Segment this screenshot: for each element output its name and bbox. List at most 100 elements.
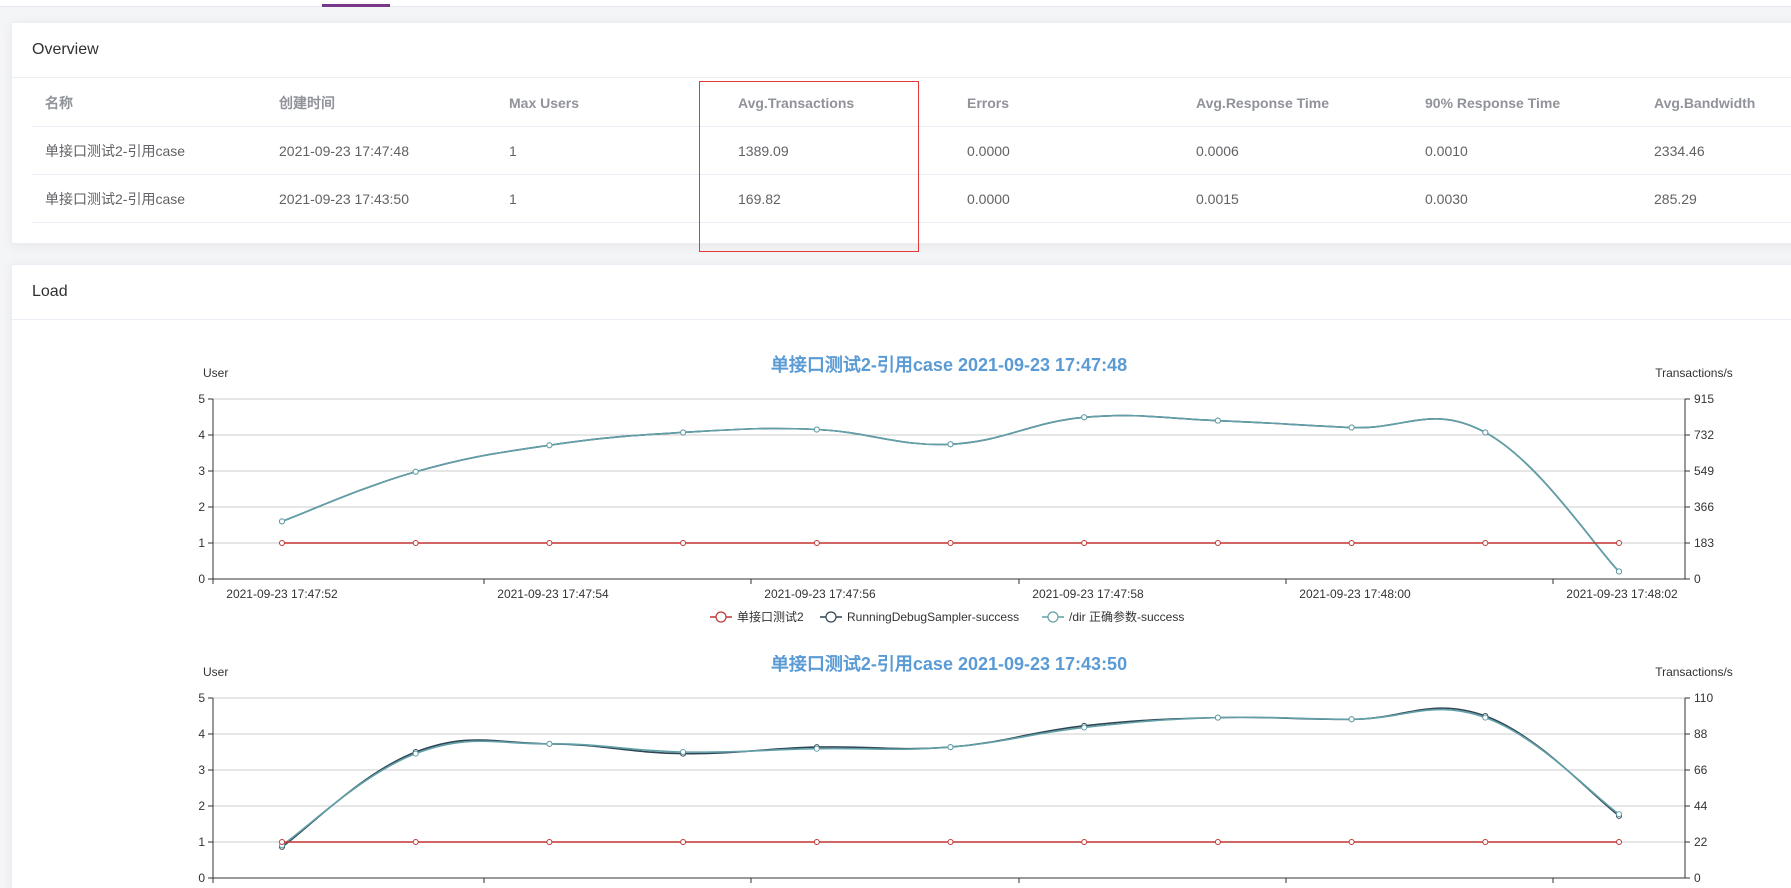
data-point[interactable] bbox=[1348, 716, 1355, 723]
cell-name: 单接口测试2-引用case bbox=[45, 143, 186, 159]
y-axis-right-label: Transactions/s bbox=[1655, 665, 1733, 679]
y-right-tick-label: 915 bbox=[1694, 392, 1714, 406]
load-chart-1: 单接口测试2-引用case 2021-09-23 17:47:48 User Tra… bbox=[198, 355, 1733, 624]
data-point[interactable] bbox=[1214, 540, 1221, 546]
data-point[interactable] bbox=[1616, 811, 1622, 818]
y-left-tick-label: 4 bbox=[198, 727, 205, 741]
data-point[interactable] bbox=[680, 540, 687, 546]
active-tab-indicator bbox=[322, 4, 390, 7]
data-point[interactable] bbox=[1482, 540, 1489, 546]
cell-max-users: 1 bbox=[509, 143, 517, 159]
cell-p90-response-time: 0.0030 bbox=[1425, 191, 1468, 207]
data-point[interactable] bbox=[1482, 429, 1489, 436]
data-point[interactable] bbox=[279, 839, 285, 845]
table-header-row: 名称 创建时间 Max Users Avg.Transactions Errors Avg… bbox=[32, 79, 1791, 127]
y-right-tick-label: 66 bbox=[1694, 763, 1708, 777]
data-point[interactable] bbox=[279, 540, 285, 546]
overview-title: Overview bbox=[12, 23, 1791, 78]
overview-card: Overview 名称 创建时间 Max Users Avg.Transactions… bbox=[11, 22, 1791, 252]
data-point[interactable] bbox=[546, 540, 553, 546]
column-header-name: 名称 bbox=[45, 95, 73, 111]
y-right-tick-label: 0 bbox=[1694, 871, 1701, 885]
y-left-tick-label: 2 bbox=[198, 500, 205, 514]
data-point[interactable] bbox=[1348, 540, 1355, 546]
data-point[interactable] bbox=[1616, 568, 1622, 575]
data-point[interactable] bbox=[947, 441, 954, 448]
data-point[interactable] bbox=[546, 740, 553, 747]
cell-name: 单接口测试2-引用case bbox=[45, 191, 186, 207]
data-point[interactable] bbox=[1214, 839, 1221, 845]
data-point[interactable] bbox=[813, 839, 820, 845]
chart-title: 单接口测试2-引用case 2021-09-23 17:43:50 bbox=[771, 655, 1127, 674]
data-point[interactable] bbox=[412, 540, 419, 546]
y-left-tick-label: 3 bbox=[198, 464, 205, 478]
legend-label: /dir 正确参数-success bbox=[1069, 609, 1184, 624]
y-left-tick-label: 1 bbox=[198, 835, 205, 849]
x-tick-label: 2021-09-23 17:47:58 bbox=[1032, 587, 1144, 601]
cell-avg-response-time: 0.0006 bbox=[1196, 143, 1239, 159]
data-point[interactable] bbox=[412, 839, 419, 845]
data-point[interactable] bbox=[1348, 839, 1355, 845]
y-left-tick-label: 0 bbox=[198, 572, 205, 586]
series-line bbox=[281, 414, 1620, 573]
legend-item[interactable]: 单接口测试2 bbox=[710, 609, 804, 624]
y-axis-right-label: Transactions/s bbox=[1655, 366, 1733, 380]
legend-item[interactable]: /dir 正确参数-success bbox=[1042, 609, 1184, 624]
y-right-tick-label: 22 bbox=[1694, 835, 1708, 849]
y-right-tick-label: 88 bbox=[1694, 727, 1708, 741]
data-point[interactable] bbox=[680, 839, 687, 845]
data-point[interactable] bbox=[1214, 417, 1221, 424]
x-tick-label: 2021-09-23 17:47:56 bbox=[764, 587, 876, 601]
data-point[interactable] bbox=[680, 749, 687, 755]
data-point[interactable] bbox=[1482, 714, 1489, 721]
y-left-tick-label: 3 bbox=[198, 763, 205, 777]
data-point[interactable] bbox=[1081, 414, 1088, 421]
cell-avg-transactions: 1389.09 bbox=[738, 143, 789, 159]
cell-errors: 0.0000 bbox=[967, 191, 1010, 207]
top-tab-strip bbox=[0, 0, 1791, 7]
data-point[interactable] bbox=[813, 426, 820, 433]
column-header-max-users: Max Users bbox=[509, 95, 580, 111]
data-point[interactable] bbox=[813, 745, 820, 752]
legend-item[interactable]: RunningDebugSampler-success bbox=[820, 610, 1019, 624]
y-axis-left-label: User bbox=[203, 665, 228, 679]
data-point[interactable] bbox=[1482, 839, 1489, 845]
column-header-avg-response-time: Avg.Response Time bbox=[1196, 95, 1330, 111]
data-point[interactable] bbox=[947, 839, 954, 845]
y-left-tick-label: 5 bbox=[198, 691, 205, 705]
data-point[interactable] bbox=[546, 839, 553, 845]
data-point[interactable] bbox=[1616, 839, 1622, 845]
overview-table: 名称 创建时间 Max Users Avg.Transactions Errors Avg… bbox=[32, 79, 1791, 223]
data-point[interactable] bbox=[1348, 424, 1355, 431]
column-header-avg-transactions: Avg.Transactions bbox=[738, 95, 855, 111]
legend-marker bbox=[1047, 611, 1059, 623]
data-point[interactable] bbox=[1081, 724, 1088, 731]
y-axis-left-label: User bbox=[203, 366, 228, 380]
cell-avg-response-time: 0.0015 bbox=[1196, 191, 1239, 207]
data-point[interactable] bbox=[680, 429, 687, 436]
series-line bbox=[281, 414, 1620, 573]
legend-label: RunningDebugSampler-success bbox=[847, 610, 1019, 624]
cell-errors: 0.0000 bbox=[967, 143, 1010, 159]
data-point[interactable] bbox=[813, 540, 820, 546]
data-point[interactable] bbox=[279, 518, 285, 525]
column-header-p90-response-time: 90% Response Time bbox=[1425, 95, 1561, 111]
data-point[interactable] bbox=[1214, 714, 1221, 721]
legend-marker bbox=[715, 611, 727, 623]
data-point[interactable] bbox=[1081, 839, 1088, 845]
data-point[interactable] bbox=[412, 750, 419, 757]
load-card: Load bbox=[11, 264, 1791, 888]
load-title: Load bbox=[12, 265, 1791, 320]
data-point[interactable] bbox=[1081, 540, 1088, 546]
data-point[interactable] bbox=[947, 744, 954, 751]
y-right-tick-label: 366 bbox=[1694, 500, 1714, 514]
data-point[interactable] bbox=[546, 442, 553, 449]
data-point[interactable] bbox=[947, 540, 954, 546]
avg-transactions-highlight bbox=[699, 81, 919, 252]
x-tick-label: 2021-09-23 17:48:00 bbox=[1299, 587, 1411, 601]
y-right-tick-label: 183 bbox=[1694, 536, 1714, 550]
data-point[interactable] bbox=[412, 468, 419, 475]
cell-created: 2021-09-23 17:43:50 bbox=[279, 191, 409, 207]
y-right-tick-label: 732 bbox=[1694, 428, 1714, 442]
data-point[interactable] bbox=[1616, 540, 1622, 546]
